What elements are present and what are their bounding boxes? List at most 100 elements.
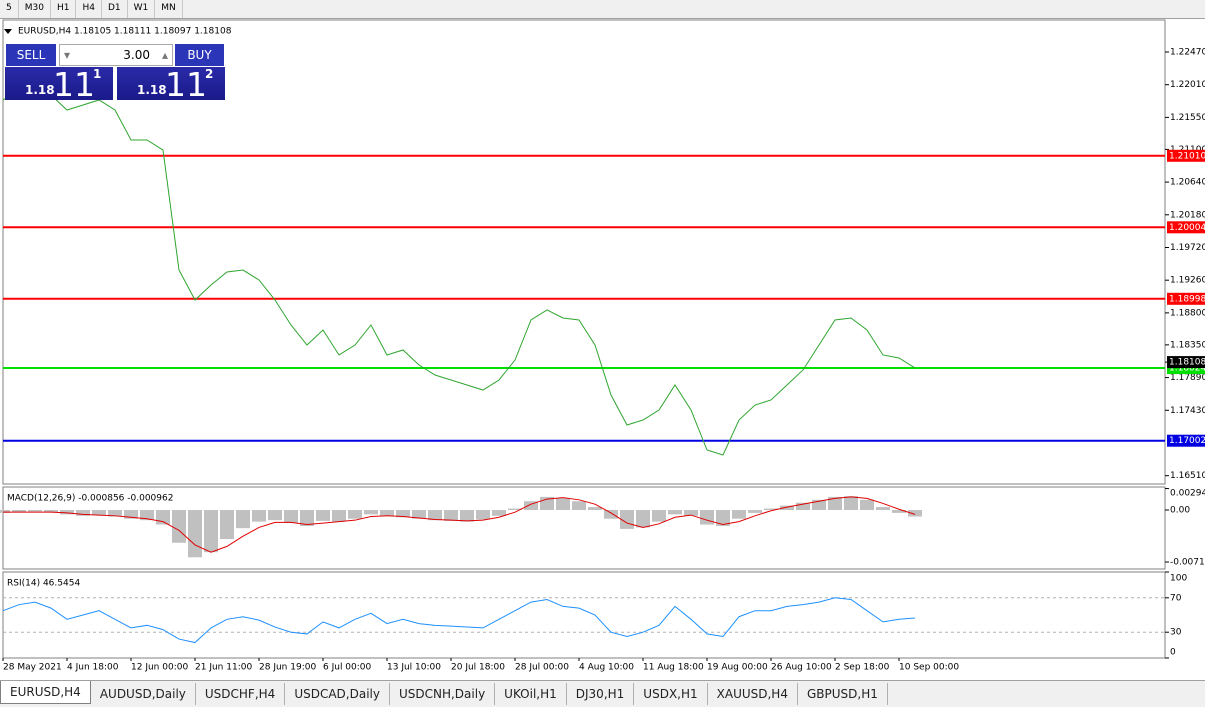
y-tick-label: 1.19720 — [1170, 243, 1205, 253]
histogram-bar — [252, 509, 266, 522]
x-tick-label: 19 Aug 00:00 — [707, 663, 768, 673]
y-tick-label: 70 — [1170, 593, 1182, 603]
histogram-bar — [700, 509, 714, 525]
histogram-bar — [588, 507, 602, 510]
chart-tab[interactable]: USDCHF,H4 — [196, 683, 286, 705]
histogram-bar — [508, 508, 522, 510]
histogram-bar — [332, 509, 346, 522]
y-tick-label: 0.00 — [1170, 505, 1190, 515]
histogram-bar — [572, 501, 586, 510]
histogram-bar — [796, 502, 810, 510]
x-tick-label: 2 Sep 18:00 — [835, 663, 890, 673]
histogram-bar — [0, 509, 10, 513]
sell-price[interactable]: 1.18 11 1 — [5, 65, 113, 104]
y-tick-label: 0 — [1170, 648, 1176, 658]
timeframe-button[interactable]: M30 — [19, 0, 51, 18]
chart-tab[interactable]: UKOil,H1 — [495, 683, 567, 705]
chart-tab[interactable]: XAUUSD,H4 — [708, 683, 798, 705]
timeframe-button[interactable]: H4 — [76, 0, 102, 18]
current-price-label: 1.18108 — [1169, 358, 1205, 368]
level-label: 1.21010 — [1169, 151, 1205, 161]
histogram-bar — [636, 509, 650, 528]
chart-tab[interactable]: AUDUSD,Daily — [91, 683, 196, 705]
histogram-bar — [204, 509, 218, 553]
histogram-bar — [652, 509, 666, 522]
histogram-bar — [92, 509, 106, 516]
timeframe-button[interactable]: W1 — [128, 0, 156, 18]
histogram-bar — [220, 509, 234, 540]
volume-input[interactable]: ▾ 3.00 ▴ — [59, 44, 173, 66]
collapse-icon[interactable] — [4, 29, 12, 34]
y-tick-label: -0.00715 — [1170, 558, 1205, 568]
histogram-bar — [460, 509, 474, 522]
histogram-bar — [444, 509, 458, 521]
histogram-bar — [428, 509, 442, 521]
histogram-bar — [364, 509, 378, 515]
buy-button[interactable]: BUY — [174, 43, 225, 67]
x-tick-label: 13 Jul 10:00 — [387, 663, 441, 673]
y-tick-label: 0.002947 — [1170, 489, 1205, 499]
y-tick-label: 1.17890 — [1170, 373, 1205, 383]
y-tick-label: 1.17430 — [1170, 406, 1205, 416]
histogram-bar — [316, 509, 330, 521]
histogram-bar — [908, 509, 922, 517]
chart-tabs: EURUSD,H4 AUDUSD,Daily USDCHF,H4 USDCAD,Dai… — [0, 680, 1205, 707]
histogram-bar — [12, 509, 26, 513]
histogram-bar — [380, 509, 394, 516]
y-tick-label: 1.18350 — [1170, 340, 1205, 350]
histogram-bar — [732, 509, 746, 519]
histogram-bar — [124, 509, 138, 519]
y-tick-label: 1.22010 — [1170, 80, 1205, 90]
price-small: 1.18 — [137, 83, 167, 97]
histogram-bar — [236, 509, 250, 529]
level-label-box — [1167, 292, 1205, 305]
timeframe-button[interactable]: H1 — [51, 0, 77, 18]
histogram-bar — [60, 509, 74, 515]
price-sup: 1 — [93, 67, 102, 81]
y-tick-label: 1.16510 — [1170, 471, 1205, 481]
y-tick-label: 1.19260 — [1170, 276, 1205, 286]
chart-tab[interactable]: USDCNH,Daily — [390, 683, 496, 705]
chart-tab[interactable]: EURUSD,H4 — [0, 681, 91, 704]
histogram-bar — [156, 509, 170, 525]
histogram-bar — [28, 509, 42, 512]
histogram-bar — [140, 509, 154, 521]
histogram-bar — [876, 507, 890, 510]
volume-value: 3.00 — [123, 48, 150, 62]
x-tick-label: 6 Jul 00:00 — [323, 663, 372, 673]
x-tick-label: 21 Jun 11:00 — [195, 663, 252, 673]
buy-price[interactable]: 1.18 11 2 — [117, 65, 225, 104]
level-label-box — [1167, 434, 1205, 447]
y-tick-label: 1.21550 — [1170, 113, 1205, 123]
price-big: 11 — [53, 65, 95, 104]
timeframe-button[interactable]: 5 — [0, 0, 19, 18]
chart-tab[interactable]: USDX,H1 — [634, 683, 708, 705]
histogram-bar — [604, 509, 618, 519]
sell-button[interactable]: SELL — [5, 43, 57, 67]
level-label: 1.20004 — [1169, 223, 1205, 233]
chart-tab[interactable]: GBPUSD,H1 — [798, 683, 888, 705]
histogram-bar — [684, 509, 698, 516]
y-tick-label: 1.20640 — [1170, 178, 1205, 188]
chart-tab[interactable]: DJ30,H1 — [567, 683, 635, 705]
price-line — [2, 84, 916, 456]
histogram-bar — [412, 509, 426, 519]
histogram-bar — [524, 501, 538, 510]
level-label-box — [1167, 149, 1205, 162]
price-line — [2, 597, 916, 644]
signal-line — [3, 496, 916, 553]
chart-tab[interactable]: USDCAD,Daily — [285, 683, 390, 705]
timeframe-button[interactable]: MN — [155, 0, 183, 18]
x-tick-label: 4 Aug 10:00 — [579, 663, 634, 673]
level-label: 1.17002 — [1169, 436, 1205, 446]
histogram-bar — [188, 509, 202, 558]
histogram-bar — [668, 509, 682, 515]
x-tick-label: 26 Aug 10:00 — [771, 663, 832, 673]
price-big: 11 — [165, 65, 207, 104]
histogram-bar — [300, 509, 314, 526]
price-sup: 2 — [205, 67, 214, 81]
timeframe-button[interactable]: D1 — [102, 0, 128, 18]
y-tick-label: 1.22470 — [1170, 47, 1205, 57]
timeframe-toolbar: 5 M30 H1 H4 D1 W1 MN — [0, 0, 1205, 19]
